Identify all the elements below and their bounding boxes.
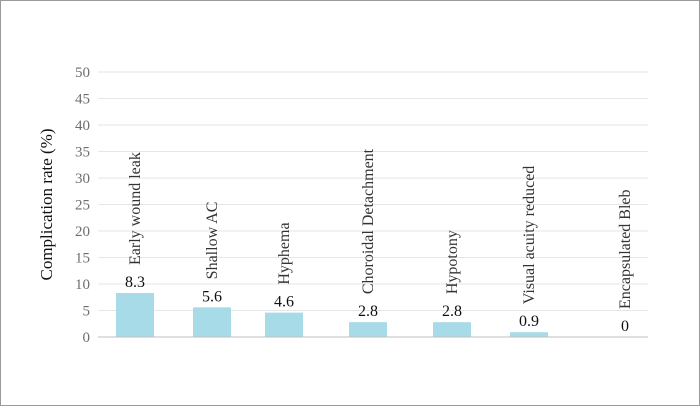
y-axis-label: Complication rate (%) — [37, 128, 56, 280]
category-label: Visual acuity reduced — [521, 166, 538, 305]
category-labels: Early wound leak Shallow AC Hyphema Choroid… — [127, 148, 634, 309]
y-tick-label: 40 — [75, 118, 90, 134]
y-axis-ticks: 0 5 10 15 20 25 30 35 40 45 50 — [75, 65, 90, 346]
value-label: 8.3 — [125, 274, 145, 291]
y-tick-label: 25 — [75, 198, 90, 214]
y-tick-label: 10 — [75, 277, 90, 293]
value-label: 2.8 — [358, 303, 378, 320]
y-tick-label: 0 — [83, 330, 91, 346]
value-label: 0 — [621, 318, 629, 335]
category-label: Encapsulated Bleb — [617, 189, 634, 309]
value-label: 5.6 — [202, 288, 222, 305]
category-label: Choroidal Detachment — [360, 148, 377, 294]
category-label: Early wound leak — [127, 152, 144, 265]
bar — [265, 312, 303, 337]
y-tick-label: 20 — [75, 224, 90, 240]
value-label: 4.6 — [274, 294, 294, 311]
category-label: Hyphema — [276, 222, 293, 284]
bar — [193, 307, 231, 337]
value-label: 2.8 — [442, 303, 462, 320]
bar — [433, 322, 471, 337]
bar — [116, 293, 154, 337]
gridlines — [98, 71, 648, 311]
y-tick-label: 50 — [75, 65, 90, 81]
value-labels: 8.3 5.6 4.6 2.8 2.8 0.9 0 — [125, 274, 629, 335]
bar — [349, 322, 387, 337]
category-label: Shallow AC — [204, 202, 221, 280]
y-tick-label: 45 — [75, 92, 90, 108]
y-tick-label: 5 — [83, 304, 91, 320]
value-label: 0.9 — [519, 313, 539, 330]
category-label: Hypotony — [444, 230, 461, 294]
y-tick-label: 35 — [75, 145, 90, 161]
y-tick-label: 15 — [75, 251, 90, 267]
bars — [116, 293, 548, 337]
y-tick-label: 30 — [75, 171, 90, 187]
bar — [510, 332, 548, 337]
